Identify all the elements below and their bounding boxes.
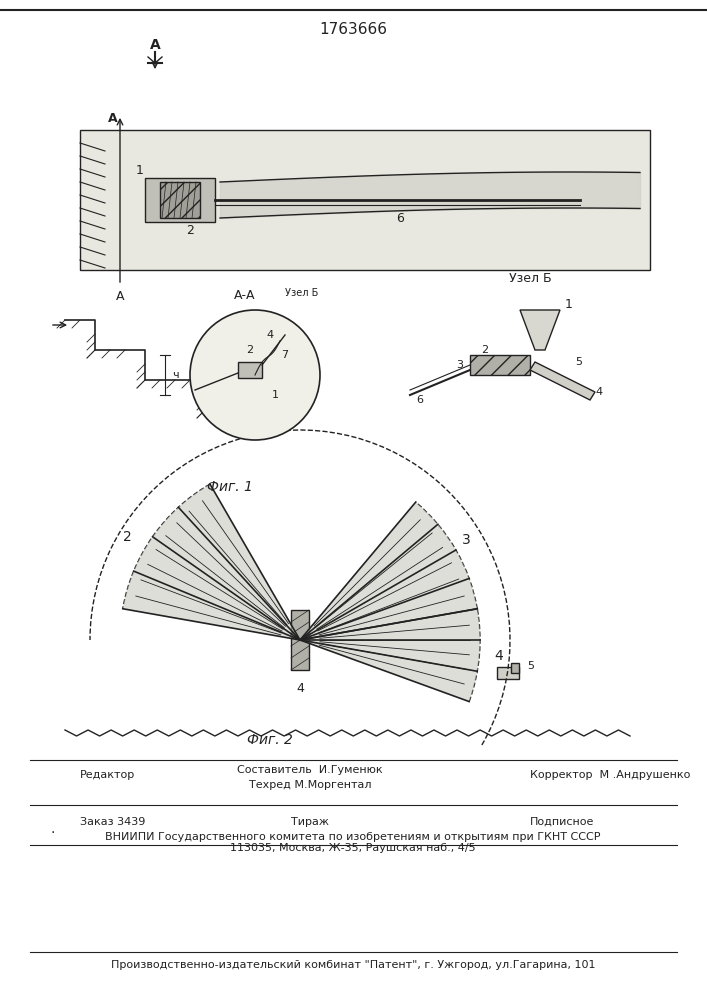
Text: А-А: А-А	[234, 289, 256, 302]
Bar	[511, 663, 519, 673]
Text: 3: 3	[457, 360, 464, 370]
Text: Узел Б: Узел Б	[509, 272, 551, 285]
Polygon shape	[520, 310, 560, 350]
Polygon shape	[123, 484, 300, 640]
Text: Фиг. 1: Фиг. 1	[207, 480, 253, 494]
Text: Составитель  И.Гуменюк: Составитель И.Гуменюк	[237, 765, 382, 775]
Text: Производственно-издательский комбинат "Патент", г. Ужгород, ул.Гагарина, 101: Производственно-издательский комбинат "П…	[111, 960, 595, 970]
Text: 1: 1	[136, 163, 144, 176]
Text: 2: 2	[247, 345, 254, 355]
Text: 7: 7	[281, 350, 288, 360]
Text: Техред М.Моргентал: Техред М.Моргентал	[249, 780, 371, 790]
Text: Редактор: Редактор	[80, 770, 135, 780]
Text: A: A	[116, 290, 124, 303]
Text: Тираж: Тираж	[291, 817, 329, 827]
Text: ч: ч	[172, 370, 178, 380]
Circle shape	[190, 310, 320, 440]
Bar	[160, 182, 200, 218]
Polygon shape	[300, 609, 480, 702]
Text: 1: 1	[271, 390, 279, 400]
Text: 6: 6	[396, 212, 404, 225]
Polygon shape	[530, 362, 595, 400]
Bar	[145, 178, 215, 222]
Text: 113035, Москва, Ж-35, Раушская наб., 4/5: 113035, Москва, Ж-35, Раушская наб., 4/5	[230, 843, 476, 853]
Text: Заказ 3439: Заказ 3439	[80, 817, 146, 827]
Text: 2: 2	[481, 345, 489, 355]
Text: 4: 4	[494, 649, 503, 663]
Bar	[291, 610, 309, 670]
Bar	[497, 667, 519, 679]
Text: A: A	[108, 112, 118, 125]
Text: 2: 2	[123, 530, 132, 544]
Text: 5: 5	[575, 357, 582, 367]
Text: 2: 2	[186, 224, 194, 236]
Bar	[470, 355, 530, 375]
Text: 4: 4	[595, 387, 602, 397]
Polygon shape	[300, 502, 477, 640]
Text: Подписное: Подписное	[530, 817, 595, 827]
Text: 4: 4	[267, 330, 274, 340]
Bar	[238, 362, 262, 378]
Text: 1: 1	[565, 298, 573, 312]
Text: 4: 4	[296, 682, 304, 695]
Text: Корректор  М .Андрушенко: Корректор М .Андрушенко	[530, 770, 690, 780]
Text: ВНИИПИ Государственного комитета по изобретениям и открытиям при ГКНТ СССР: ВНИИПИ Государственного комитета по изоб…	[105, 832, 601, 842]
Text: Фиг. 2: Фиг. 2	[247, 733, 293, 747]
Text: ·: ·	[50, 826, 54, 840]
Text: 1763666: 1763666	[319, 22, 387, 37]
Text: 6: 6	[416, 395, 423, 405]
Text: 5: 5	[527, 661, 534, 671]
Text: Узел Б: Узел Б	[285, 288, 318, 298]
Text: 3: 3	[462, 533, 470, 547]
Text: A: A	[150, 38, 160, 52]
Bar	[80, 130, 650, 270]
